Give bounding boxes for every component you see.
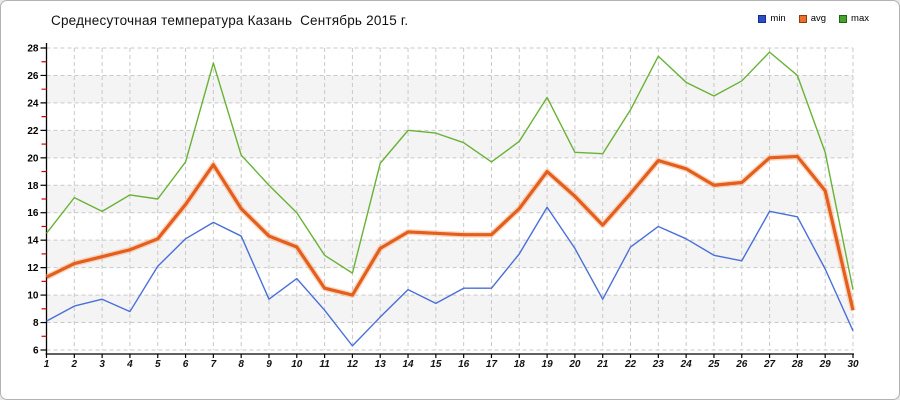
x-axis-label: 12 [347, 359, 359, 370]
x-axis-label: 22 [624, 359, 637, 370]
plot-bands [46, 75, 853, 323]
x-axis-label: 25 [707, 359, 720, 370]
y-axis-label: 10 [27, 291, 39, 302]
y-axis-label: 14 [27, 236, 39, 247]
y-axis-label: 28 [27, 44, 39, 55]
x-axis-label: 15 [430, 359, 442, 370]
x-axis-label: 23 [652, 359, 665, 370]
x-axis-label: 13 [375, 359, 387, 370]
y-axis-label: 6 [33, 346, 39, 357]
x-axis-label: 28 [791, 359, 804, 370]
series-avg-line [45, 154, 855, 311]
x-axis-label: 26 [735, 359, 748, 370]
x-axis-label: 20 [568, 359, 581, 370]
x-axis: 1 2 3 4 5 6 7 8 9 10 11 12 13 14 15 16 17 18 19 20 21 22 23 24 2… [44, 353, 859, 370]
x-axis-label: 14 [402, 359, 414, 370]
y-axis-label: 8 [33, 318, 39, 329]
legend-item-avg[interactable]: avg [798, 13, 827, 24]
y-axis: 6 8 10 12 14 16 18 20 22 24 26 28 [27, 43, 48, 357]
x-axis-label: 27 [763, 359, 776, 370]
legend-label-min: min [770, 13, 786, 24]
series-max-line [45, 51, 854, 290]
y-axis-label: 26 [27, 71, 39, 82]
y-axis-label: 12 [27, 263, 39, 274]
legend-item-max[interactable]: max [839, 13, 869, 24]
y-axis-label: 22 [27, 126, 39, 137]
x-axis-label: 21 [596, 359, 609, 370]
x-axis-label: 9 [266, 359, 272, 370]
chart-title: Среднесуточная температура Казань Сентяб… [51, 13, 409, 28]
y-axis-label: 16 [27, 208, 39, 219]
x-axis-label: 29 [819, 359, 832, 370]
legend-swatch-max-icon [839, 14, 848, 23]
x-axis-label: 7 [211, 359, 217, 370]
x-axis-label: 5 [155, 359, 161, 370]
legend-swatch-avg-icon [798, 14, 807, 23]
x-axis-label: 24 [680, 359, 693, 370]
x-axis-label: 4 [126, 359, 133, 370]
y-axis-label: 24 [27, 98, 39, 109]
y-axis-label: 18 [27, 181, 39, 192]
x-axis-label: 30 [847, 359, 859, 370]
legend-swatch-min-icon [758, 14, 767, 23]
x-axis-label: 6 [183, 359, 189, 370]
x-axis-label: 16 [458, 359, 470, 370]
x-axis-label: 2 [71, 359, 78, 370]
x-axis-label: 11 [319, 359, 330, 370]
x-axis-label: 10 [291, 359, 303, 370]
legend-label-max: max [851, 13, 869, 24]
y-axis-label: 20 [27, 153, 39, 164]
x-axis-label: 8 [238, 359, 244, 370]
x-axis-label: 18 [514, 359, 526, 370]
x-axis-label: 17 [486, 359, 498, 370]
legend-item-min[interactable]: min [758, 13, 786, 24]
x-axis-label: 3 [99, 359, 105, 370]
legend-label-avg: avg [810, 13, 827, 24]
legend: min avg max [758, 13, 869, 24]
series-min-line [46, 206, 854, 347]
x-axis-label: 19 [542, 359, 554, 370]
x-axis-label: 1 [44, 359, 50, 370]
